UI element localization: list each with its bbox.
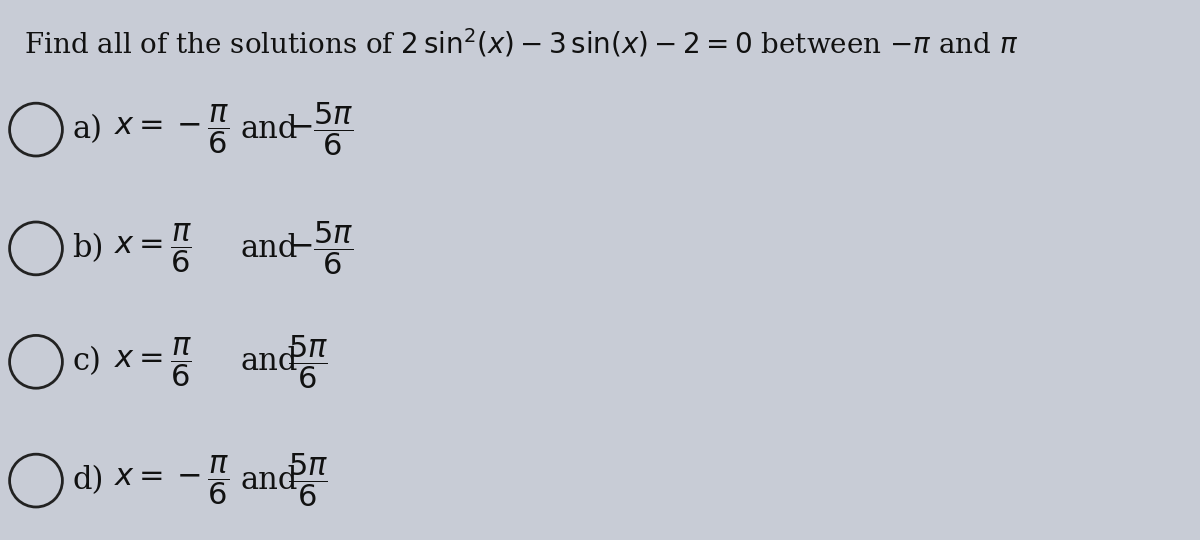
Text: b): b) [72, 233, 103, 264]
Text: and: and [240, 465, 298, 496]
Text: d): d) [72, 465, 103, 496]
Text: and: and [240, 233, 298, 264]
Text: a): a) [72, 114, 102, 145]
Text: $\dfrac{5\pi}{6}$: $\dfrac{5\pi}{6}$ [288, 452, 328, 509]
Text: $x = \dfrac{\pi}{6}$: $x = \dfrac{\pi}{6}$ [114, 221, 192, 275]
Text: Find all of the solutions of $2\,\sin^2\!(x) - 3\,\sin(x) - 2 = 0$ between $-\pi: Find all of the solutions of $2\,\sin^2\… [24, 27, 1018, 60]
Text: c): c) [72, 346, 101, 377]
Text: and: and [240, 346, 298, 377]
Text: $x = -\dfrac{\pi}{6}$: $x = -\dfrac{\pi}{6}$ [114, 103, 229, 157]
Text: $x = -\dfrac{\pi}{6}$: $x = -\dfrac{\pi}{6}$ [114, 454, 229, 508]
Text: $-\dfrac{5\pi}{6}$: $-\dfrac{5\pi}{6}$ [288, 220, 354, 277]
Text: and: and [240, 114, 298, 145]
Text: $x = \dfrac{\pi}{6}$: $x = \dfrac{\pi}{6}$ [114, 335, 192, 389]
Text: $-\dfrac{5\pi}{6}$: $-\dfrac{5\pi}{6}$ [288, 101, 354, 158]
Text: $\dfrac{5\pi}{6}$: $\dfrac{5\pi}{6}$ [288, 333, 328, 390]
